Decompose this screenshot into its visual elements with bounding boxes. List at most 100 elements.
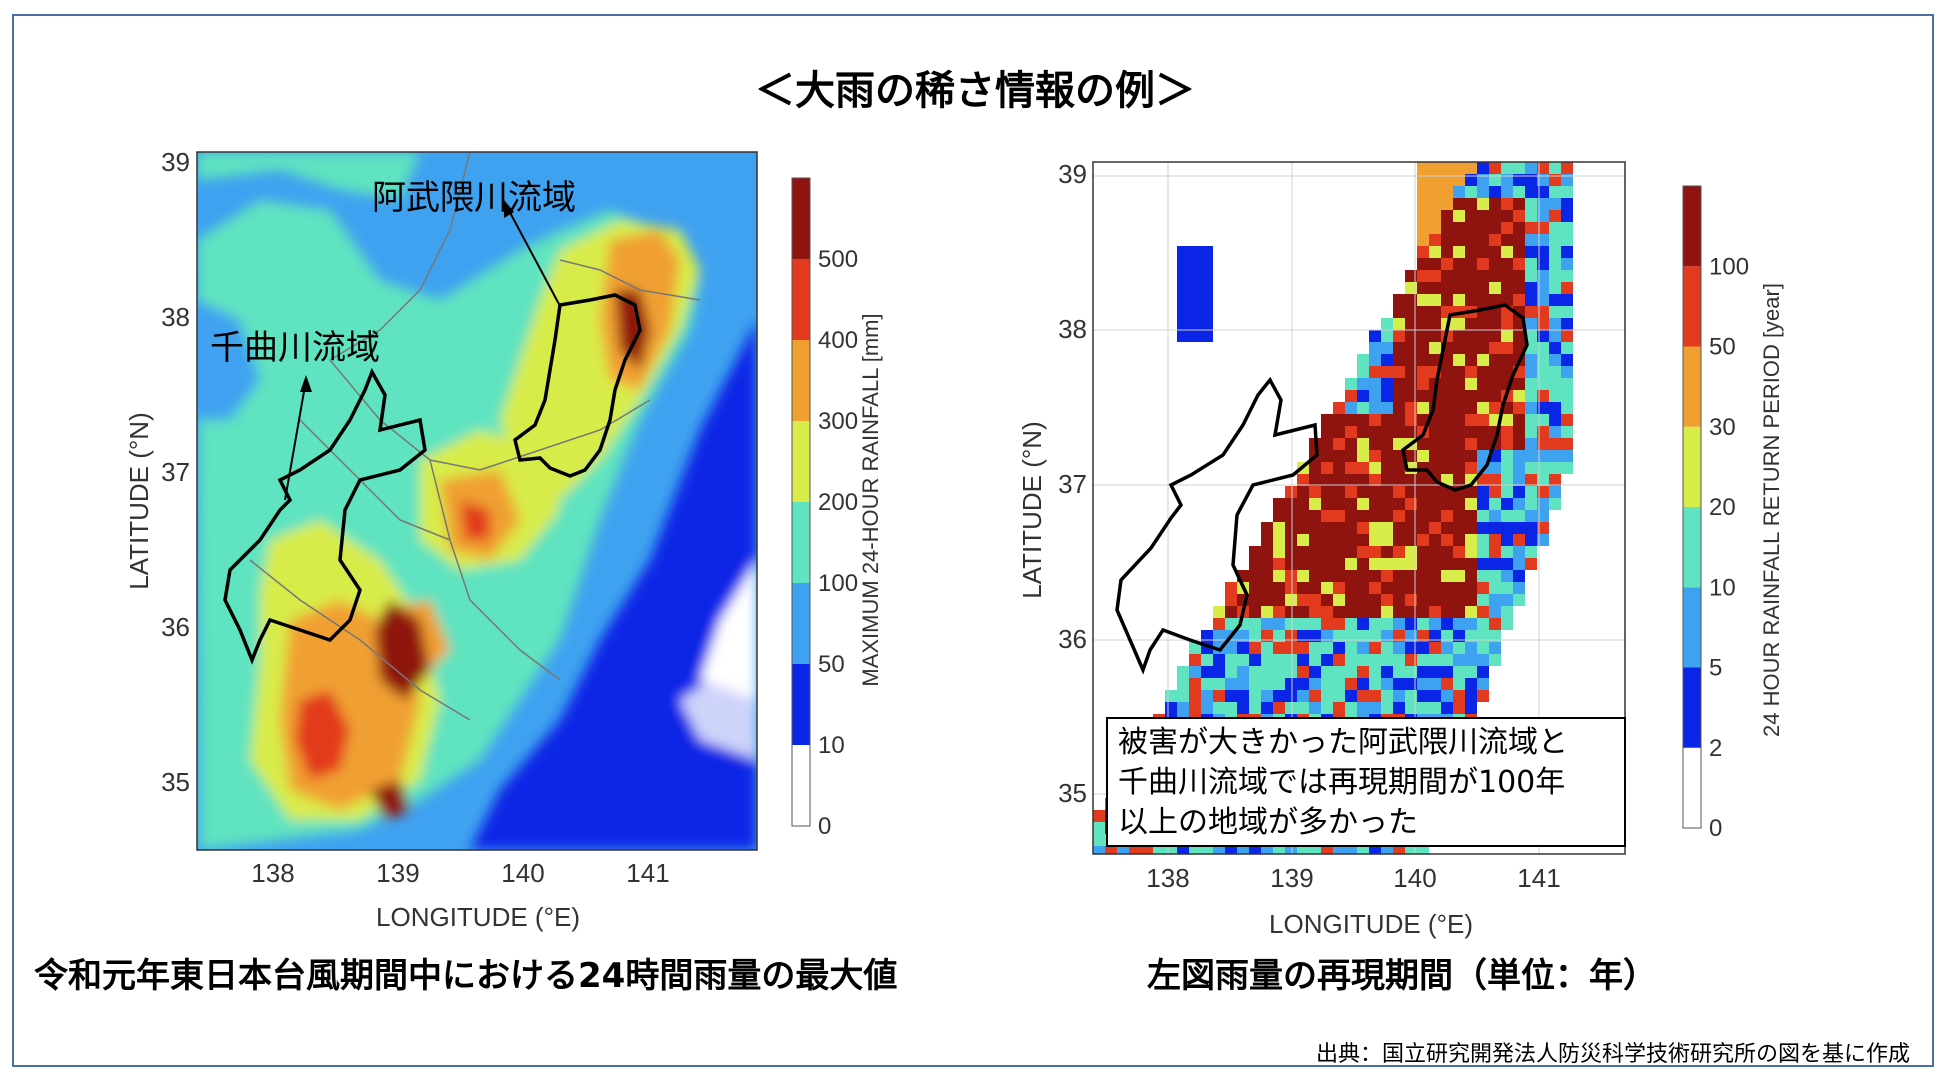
return-period-cell [1357,618,1369,630]
return-period-cell [1441,618,1453,630]
return-period-cell [1381,582,1393,594]
return-period-cell [1489,318,1501,330]
return-period-cell [1525,474,1537,486]
return-period-cell [1393,534,1405,546]
return-period-cell [1273,642,1285,654]
return-period-cell [1453,186,1465,198]
return-period-cell [1333,654,1345,666]
return-period-cell [1489,606,1501,618]
return-period-cell [1321,678,1333,690]
return-period-cell [1429,522,1441,534]
return-period-cell [1477,498,1489,510]
left-abukuma-basin-outline [513,293,642,478]
return-period-cell [1477,210,1489,222]
left-colorbar-tick: 500 [818,246,858,273]
return-period-cell [1417,654,1429,666]
return-period-cell [1501,174,1513,186]
return-period-cell [1441,462,1453,474]
return-period-cell [1261,654,1273,666]
return-period-cell [1393,522,1405,534]
return-period-cell [1285,570,1297,582]
return-period-cell [1381,330,1393,342]
return-period-cell [1405,474,1417,486]
return-period-cell [1417,342,1429,354]
return-period-cell [1321,642,1333,654]
return-period-cell [1465,558,1477,570]
return-period-cell [1501,570,1513,582]
return-period-cell [1441,162,1453,174]
return-period-cell [1417,450,1429,462]
left-colorbar-tick: 50 [818,651,845,678]
return-period-cell [1429,294,1441,306]
return-period-cell [1249,546,1261,558]
return-period-cell [1345,390,1357,402]
return-period-cell [1333,678,1345,690]
right-colorbar-segment [1683,346,1701,427]
return-period-cell [1345,642,1357,654]
return-period-cell [1369,486,1381,498]
return-period-cell [1129,846,1141,854]
return-period-cell [1465,294,1477,306]
return-period-cell [1381,498,1393,510]
return-period-cell [1309,522,1321,534]
return-period-cell [1321,414,1333,426]
return-period-cell [1453,690,1465,702]
return-period-cell [1477,450,1489,462]
return-period-cell [1465,582,1477,594]
return-period-cell [1333,558,1345,570]
return-period-cell [1333,402,1345,414]
return-period-cell [1501,354,1513,366]
return-period-cell [1357,402,1369,414]
return-period-cell [1501,246,1513,258]
return-period-cell [1549,378,1561,390]
return-period-cell [1489,342,1501,354]
return-period-cell [1501,318,1513,330]
return-period-cell [1405,294,1417,306]
left-rainfall-field [197,152,757,850]
right-colorbar-segment [1683,587,1701,668]
return-period-cell [1321,438,1333,450]
return-period-cell [1429,222,1441,234]
return-period-cell [1453,174,1465,186]
return-period-cell [1489,270,1501,282]
return-period-cell [1417,594,1429,606]
return-period-cell [1393,546,1405,558]
right-x-tick: 139 [1270,863,1313,893]
return-period-cell [1405,654,1417,666]
right-x-tick: 138 [1146,863,1189,893]
right-chikuma-basin-outline [1115,376,1319,675]
return-period-cell [1513,570,1525,582]
return-period-cell [1393,318,1405,330]
return-period-cell [1273,846,1285,854]
return-period-cell [1381,510,1393,522]
return-period-cell [1357,414,1369,426]
return-period-cell [1465,270,1477,282]
return-period-cell [1417,378,1429,390]
return-period-cell [1225,702,1237,714]
return-period-cell [1537,330,1549,342]
return-period-cell [1525,450,1537,462]
return-period-cell [1465,258,1477,270]
return-period-cell [1489,330,1501,342]
return-period-cell [1333,618,1345,630]
return-period-cell [1393,702,1405,714]
return-period-cell [1309,594,1321,606]
return-period-cell [1477,594,1489,606]
return-period-cell [1321,654,1333,666]
return-period-cell [1405,642,1417,654]
return-period-cell [1453,570,1465,582]
return-period-cell [1441,438,1453,450]
return-period-cell [1357,390,1369,402]
return-period-cell [1561,450,1573,462]
return-period-cell [1381,366,1393,378]
return-period-cell [1477,522,1489,534]
return-period-cell [1405,330,1417,342]
left-map-svg: 39 38 37 36 35 138 139 140 141 LONGITUDE… [124,147,883,932]
return-period-cell [1453,654,1465,666]
return-period-cell [1525,510,1537,522]
return-period-cell [1441,594,1453,606]
return-period-cell [1453,234,1465,246]
return-period-cell [1441,210,1453,222]
return-period-cell [1321,498,1333,510]
return-period-cell [1429,234,1441,246]
